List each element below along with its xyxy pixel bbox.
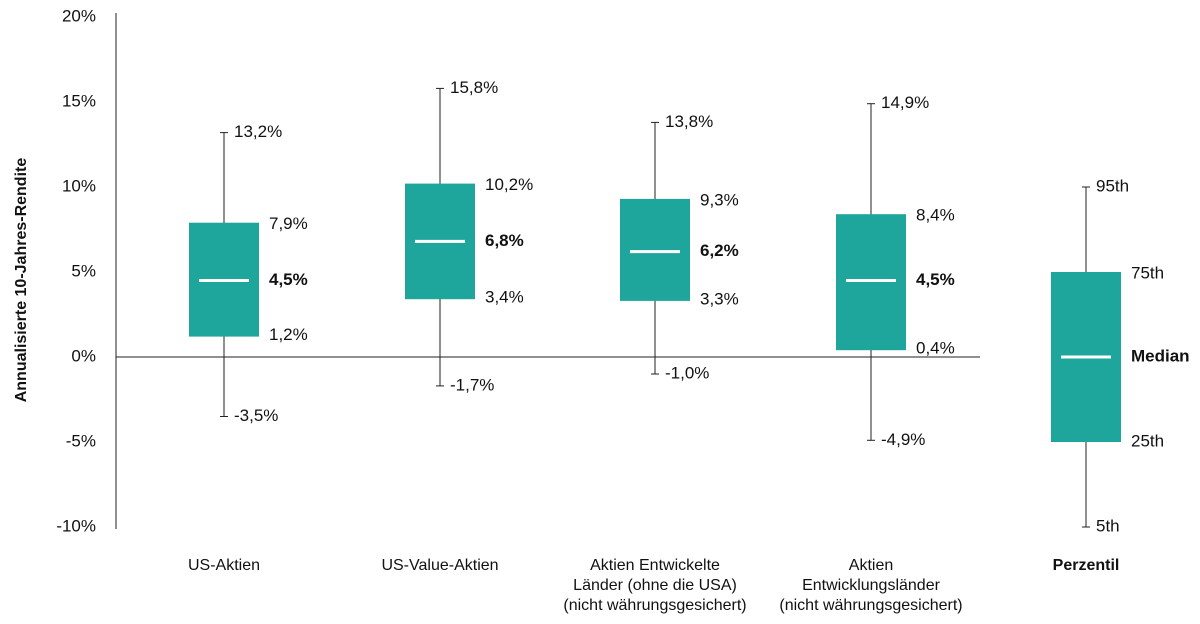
series-3-p25-label: 3,3%: [700, 289, 739, 308]
legend-p25-label: 25th: [1131, 431, 1164, 450]
series-1-median-label: 4,5%: [269, 270, 308, 289]
series-3-p95-label: 13,8%: [665, 112, 713, 131]
series-3-box: [620, 198, 690, 301]
series-2-category-label: US-Value-Aktien: [381, 557, 498, 574]
y-tick-label: -5%: [66, 431, 96, 450]
series-4-p95-label: 14,9%: [881, 93, 929, 112]
series-3-category-label: Länder (ohne die USA): [573, 577, 737, 594]
series-3-category-label: (nicht währungsgesichert): [563, 597, 746, 614]
series-1-p5-label: -3,5%: [234, 406, 278, 425]
y-tick-label: 10%: [62, 176, 96, 195]
series-4-box: [836, 214, 906, 351]
legend-median-label: Median: [1131, 346, 1190, 365]
y-tick-label: 15%: [62, 91, 96, 110]
series-3-p75-label: 9,3%: [700, 190, 739, 209]
series-3-median-label: 6,2%: [700, 241, 739, 260]
series-4-median-label: 4,5%: [916, 270, 955, 289]
y-tick-label: 5%: [71, 261, 96, 280]
legend-p5-label: 5th: [1096, 516, 1120, 535]
legend-p95-label: 95th: [1096, 176, 1129, 195]
series-2-p75-label: 10,2%: [485, 175, 533, 194]
legend-p75-label: 75th: [1131, 263, 1164, 282]
series-2-median-label: 6,8%: [485, 231, 524, 250]
series-1-category-label: US-Aktien: [188, 557, 260, 574]
series-1-p95-label: 13,2%: [234, 122, 282, 141]
series-4-p75-label: 8,4%: [916, 206, 955, 225]
series-4-category-label: Aktien: [849, 557, 893, 574]
y-tick-label: 20%: [62, 6, 96, 25]
series-1-p25-label: 1,2%: [269, 325, 308, 344]
series-4-p5-label: -4,9%: [881, 430, 925, 449]
y-axis-title: Annualisierte 10-Jahres-Rendite: [13, 158, 30, 403]
series-3-p5-label: -1,0%: [665, 363, 709, 382]
legend-title: Perzentil: [1053, 557, 1120, 574]
y-tick-label: -10%: [56, 516, 96, 535]
series-3-category-label: Aktien Entwickelte: [590, 557, 720, 574]
series-4-category-label: Entwicklungsländer: [802, 577, 941, 594]
series-2-p5-label: -1,7%: [450, 375, 494, 394]
y-tick-label: 0%: [71, 346, 96, 365]
series-4-category-label: (nicht währungsgesichert): [779, 597, 962, 614]
series-2-p95-label: 15,8%: [450, 78, 498, 97]
series-4-p25-label: 0,4%: [916, 339, 955, 358]
series-2-p25-label: 3,4%: [485, 288, 524, 307]
series-1-p75-label: 7,9%: [269, 214, 308, 233]
